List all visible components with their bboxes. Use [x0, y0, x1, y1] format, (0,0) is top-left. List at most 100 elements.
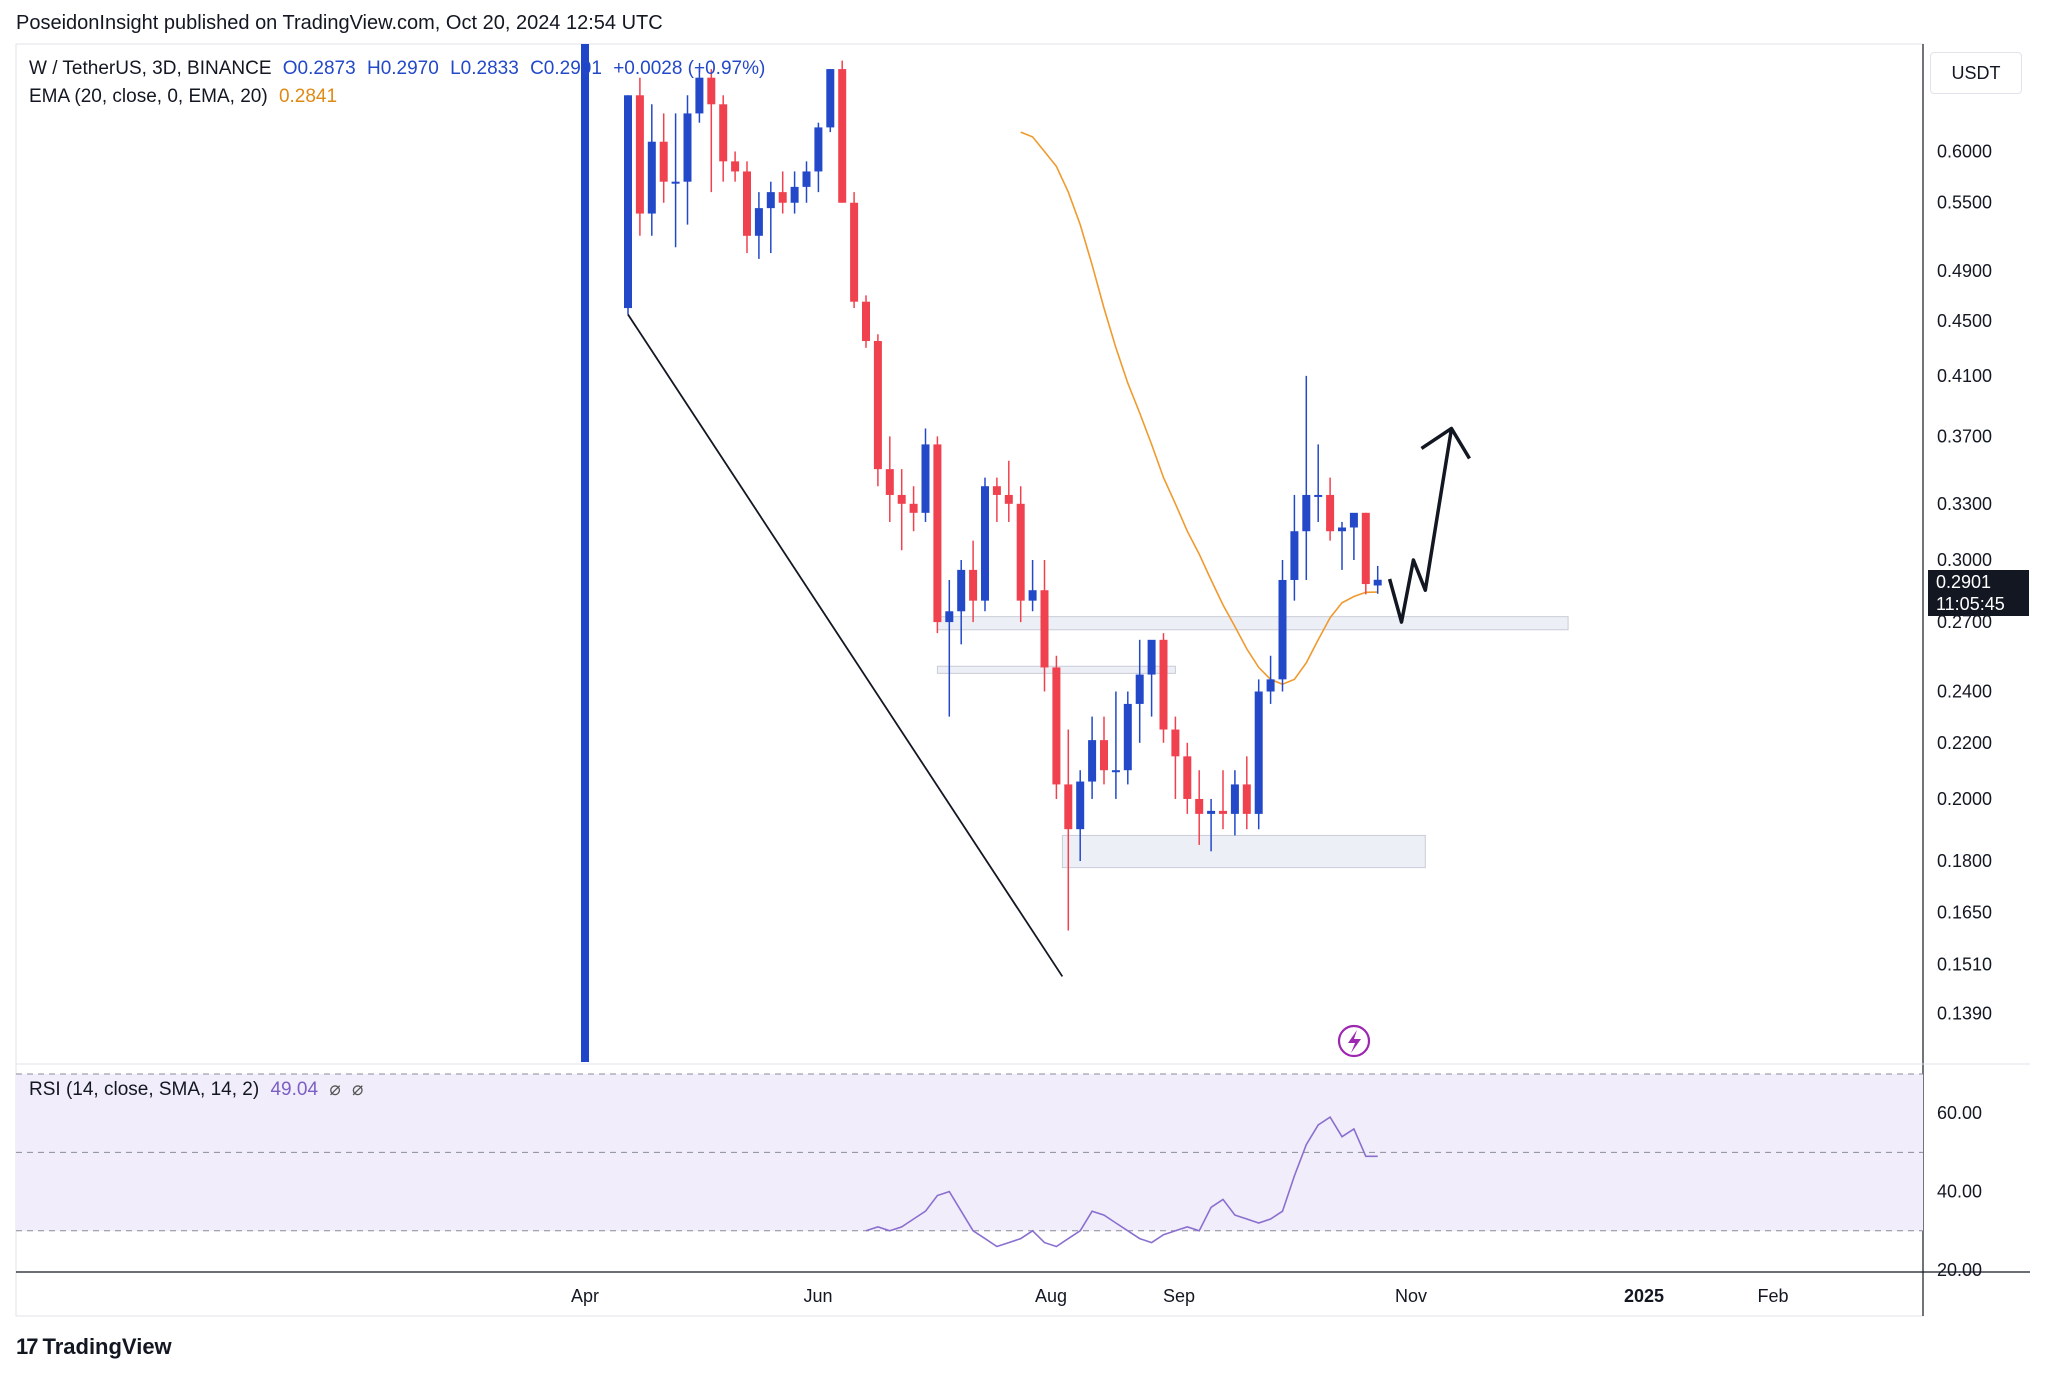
price-tick-label: 0.5500: [1937, 193, 1992, 213]
candle-body: [754, 208, 763, 236]
price-tick-label: 0.3300: [1937, 494, 1992, 514]
candle-body: [802, 171, 811, 187]
price-tick-label: 0.3700: [1937, 426, 1992, 446]
flash-icon-bolt: [1348, 1030, 1361, 1053]
candle-body: [731, 161, 740, 172]
candle-body: [969, 569, 978, 601]
rsi-extra1: ⌀: [329, 1079, 341, 1100]
candle-body: [778, 192, 787, 203]
candle-body: [1004, 494, 1013, 504]
candle-body: [1314, 494, 1323, 497]
tv-logo-icon: 17: [16, 1334, 39, 1359]
price-tick-label: 0.6000: [1937, 141, 1992, 161]
rsi-layer: [16, 1073, 1923, 1248]
candle-body: [862, 301, 870, 341]
candle-body: [1242, 784, 1251, 814]
flash-icon: [1337, 1024, 1371, 1058]
candle-body: [1040, 590, 1049, 668]
high-value: H0.2970: [366, 58, 439, 79]
rsi-value: 49.04: [270, 1079, 319, 1100]
candles-layer: [624, 60, 1382, 931]
candle-body: [766, 192, 775, 209]
candle-body: [1052, 667, 1061, 785]
price-tick-label: 0.2200: [1937, 733, 1992, 753]
candle-body: [743, 171, 751, 236]
brand-name: TradingView: [42, 1334, 172, 1359]
price-tick-label: 0.1650: [1937, 902, 1992, 922]
projection-arrowhead: [1420, 426, 1471, 460]
ema-value: 0.2841: [278, 86, 338, 107]
time-tick-label: Jun: [803, 1286, 832, 1306]
price-tick-label: 0.2000: [1937, 789, 1992, 809]
vertical-marker-line: [581, 44, 589, 1062]
candle-body: [885, 469, 894, 495]
rsi-legend: RSI (14, close, SMA, 14, 2) 49.04 ⌀ ⌀: [29, 1078, 370, 1101]
ema-line: [1020, 131, 1378, 686]
price-tick-label: 0.4500: [1937, 311, 1992, 331]
rsi-label: RSI (14, close, SMA, 14, 2): [29, 1079, 260, 1100]
price-tick-label: 0.2400: [1937, 682, 1992, 702]
candle-body: [1361, 512, 1370, 585]
projection-path: [1387, 428, 1454, 624]
candle-body: [1171, 729, 1180, 757]
low-value: L0.2833: [450, 58, 519, 79]
support-zone: [936, 616, 1569, 631]
ema-label: EMA (20, close, 0, EMA, 20): [29, 86, 268, 107]
candle-body: [1230, 784, 1239, 814]
candle-body: [1147, 639, 1156, 675]
price-tick-label: 0.4900: [1937, 261, 1992, 281]
trendline: [627, 314, 1064, 977]
candle-body: [1219, 810, 1227, 814]
candle-body: [683, 113, 692, 182]
candle-body: [1016, 503, 1025, 601]
symbol-label: W / TetherUS, 3D, BINANCE: [29, 58, 272, 79]
candle-body: [1349, 512, 1358, 528]
candle-body: [1254, 691, 1263, 814]
candle-body: [707, 77, 716, 105]
candle-body: [1028, 590, 1037, 601]
candle-body: [1088, 740, 1097, 782]
publisher-header: PoseidonInsight published on TradingView…: [16, 12, 663, 34]
price-tick-label: 0.4100: [1937, 366, 1992, 386]
ema-legend: EMA (20, close, 0, EMA, 20) 0.2841: [29, 86, 343, 108]
zones-layer: [936, 616, 1569, 869]
candle-body: [695, 77, 704, 114]
support-zone: [1061, 834, 1426, 869]
time-tick-label: Aug: [1035, 1286, 1067, 1306]
candle-body: [719, 104, 728, 162]
current-price-tag: 0.2901 11:05:45: [1928, 570, 2029, 616]
candle-body: [933, 444, 942, 623]
candle-body: [1100, 740, 1108, 771]
time-tick-label: Nov: [1395, 1286, 1427, 1306]
open-value: O0.2873: [282, 58, 356, 79]
candle-body: [850, 202, 859, 302]
current-price-value: 0.2901: [1936, 572, 1992, 592]
candle-body: [671, 181, 680, 184]
candle-body: [659, 141, 668, 182]
time-tick-label: Feb: [1757, 1286, 1788, 1306]
candle-body: [1278, 579, 1287, 680]
rsi-tick-label: 40.00: [1937, 1182, 1982, 1202]
currency-unit-button[interactable]: USDT: [1930, 52, 2022, 94]
candle-body: [1207, 810, 1216, 814]
change-value: +0.0028 (+0.97%): [613, 58, 766, 79]
price-tick-label: 0.2700: [1937, 612, 1992, 632]
candle-body: [1338, 527, 1346, 532]
rsi-tick-label: 20.00: [1937, 1260, 1982, 1280]
candle-body: [909, 503, 918, 513]
axis-layer: 0.6000 0.5500 0.4900 0.4500 0.4100 0.3700 0.33…: [571, 141, 1992, 1306]
close-value: C0.2901: [530, 58, 602, 79]
candle-body: [1111, 770, 1120, 773]
candle-body: [1195, 798, 1204, 814]
candle-body: [1135, 674, 1144, 704]
candle-body: [897, 494, 906, 504]
candle-body: [1064, 784, 1073, 830]
candle-body: [1123, 703, 1132, 771]
candle-body: [647, 141, 656, 214]
candle-body: [1159, 639, 1168, 730]
candle-body: [814, 127, 823, 172]
grid-layer: [15, 43, 2030, 1317]
tradingview-logo[interactable]: 17 TradingView: [16, 1334, 172, 1360]
candle-body: [921, 444, 930, 513]
